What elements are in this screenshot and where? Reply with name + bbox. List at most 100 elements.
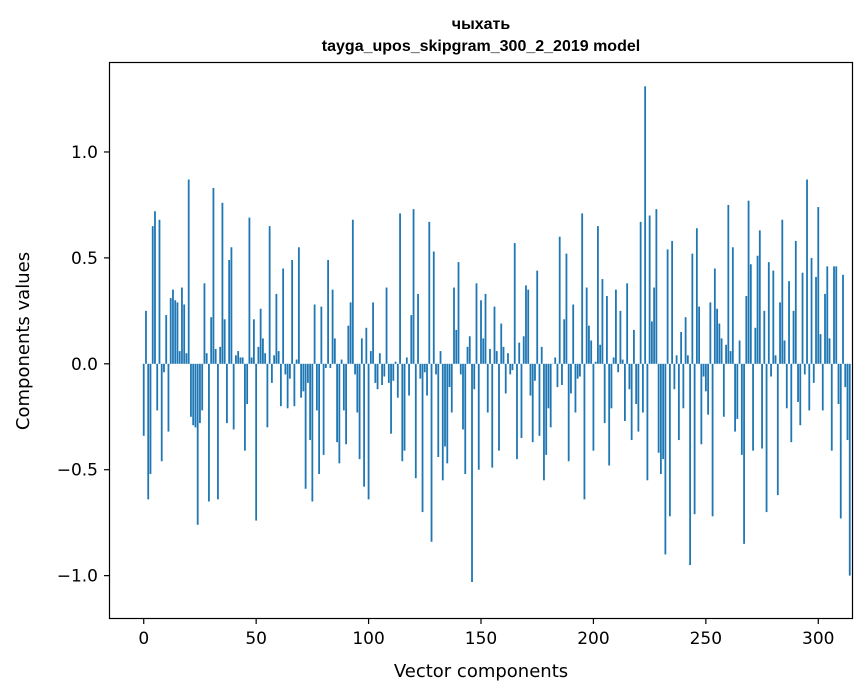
bar (482, 338, 485, 364)
bar (815, 276, 817, 364)
bar (603, 363, 606, 424)
bar (248, 217, 251, 364)
bar (725, 344, 727, 364)
bar (376, 363, 379, 390)
bar (408, 363, 410, 396)
bar (399, 213, 401, 364)
bar (210, 317, 213, 364)
bar (543, 363, 545, 481)
bar (435, 363, 437, 375)
bar (282, 268, 285, 364)
bar (396, 363, 399, 398)
bar (628, 363, 631, 390)
bar (767, 262, 770, 364)
bar (810, 257, 813, 364)
bar (264, 353, 267, 364)
bar (637, 363, 640, 432)
x-tick-label: 100 (352, 629, 384, 649)
bar (221, 202, 224, 364)
bar (356, 363, 359, 413)
bar (228, 260, 231, 364)
bar (536, 270, 539, 364)
bar (194, 363, 197, 428)
bar (592, 363, 595, 451)
bar (426, 363, 428, 396)
bar (700, 363, 703, 445)
bar (788, 281, 790, 364)
bar (163, 363, 165, 373)
bar (567, 363, 570, 462)
bar (354, 363, 356, 375)
bar (509, 363, 512, 375)
bar (713, 268, 716, 364)
bar (338, 363, 341, 464)
bar (538, 363, 541, 436)
bar (770, 363, 772, 377)
bar (293, 363, 296, 407)
bar (803, 363, 806, 375)
bar (331, 289, 334, 364)
bar (174, 300, 177, 364)
bar (817, 207, 820, 364)
bar (812, 363, 815, 383)
bar (385, 287, 388, 364)
bar (659, 363, 662, 474)
bar (513, 243, 516, 364)
bar (444, 363, 446, 447)
bar (547, 363, 550, 409)
bar (563, 319, 566, 364)
bar (758, 230, 761, 364)
bar (826, 266, 829, 364)
bar (297, 247, 300, 364)
bar (342, 363, 345, 411)
bar (203, 283, 206, 364)
bar (729, 351, 732, 364)
bar (450, 363, 453, 413)
bar (653, 287, 656, 364)
bar (830, 363, 833, 451)
bar (190, 363, 192, 417)
bar (740, 363, 743, 455)
bar (244, 363, 246, 451)
bar (257, 346, 260, 364)
bar (783, 340, 786, 364)
bar (507, 353, 509, 364)
bar (232, 363, 235, 430)
bar (318, 363, 321, 474)
bar (253, 319, 255, 364)
bar (340, 359, 343, 364)
bar (178, 351, 181, 364)
bar (781, 219, 784, 364)
bar (570, 363, 572, 394)
bar (617, 363, 620, 373)
bar (754, 327, 757, 364)
bar (226, 363, 228, 424)
bar (372, 302, 374, 364)
bar (702, 363, 705, 377)
bar (561, 363, 563, 385)
bar (610, 363, 613, 409)
bar (684, 317, 687, 364)
bar (534, 363, 536, 381)
bar (833, 266, 835, 364)
bar (284, 363, 287, 375)
bar (201, 363, 204, 411)
bar (419, 363, 422, 379)
bar (689, 363, 692, 566)
y-tick-label: 0.0 (71, 355, 98, 375)
y-tick-label: −1.0 (57, 567, 98, 587)
x-axis-label: Vector components (394, 661, 568, 682)
bar (311, 363, 314, 502)
bar (579, 363, 581, 377)
y-tick-label: 1.0 (71, 143, 98, 163)
bar (785, 363, 788, 409)
bar (779, 302, 781, 364)
bar (731, 247, 734, 364)
bar (673, 363, 676, 390)
bar (597, 226, 599, 364)
bar (736, 363, 739, 419)
bar (819, 334, 822, 364)
bar (704, 363, 707, 392)
x-tick-label: 200 (577, 629, 609, 649)
